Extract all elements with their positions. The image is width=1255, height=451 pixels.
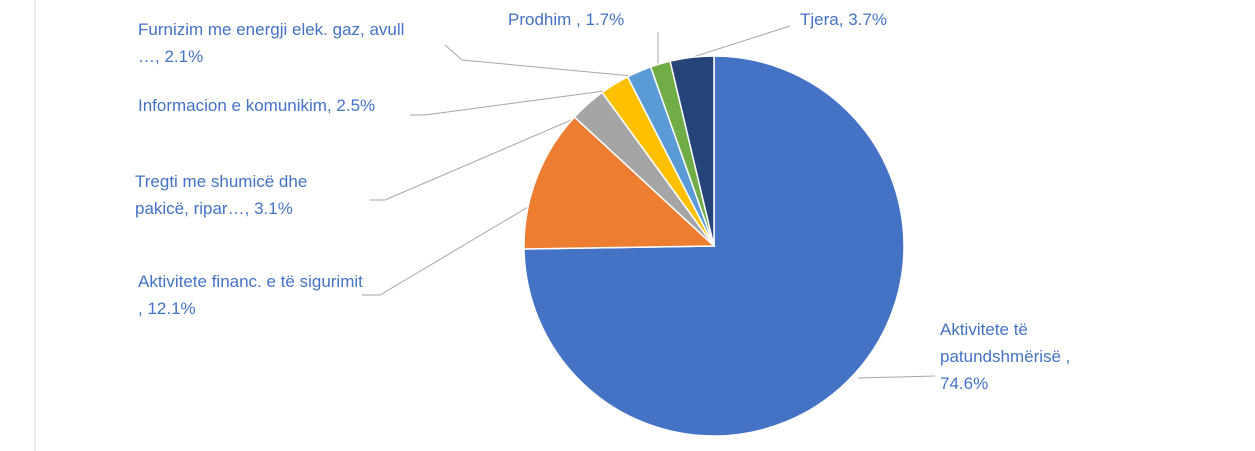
value-label: 2.1% <box>164 47 204 66</box>
data-label: Informacion e komunikim, 2.5% <box>138 92 418 119</box>
category-label: Aktivitete financ. e të sigurimit , <box>138 272 363 318</box>
category-label: Tregti me shumicë dhe pakicë, ripar…, <box>135 172 308 218</box>
leader-line <box>362 187 561 296</box>
data-label: Furnizim me energji elek. gaz, avull …, … <box>138 16 408 70</box>
pie <box>523 55 905 437</box>
data-label: Aktivitete financ. e të sigurimit , 12.1… <box>138 268 366 322</box>
category-label: Informacion e komunikim, <box>138 96 332 115</box>
value-label: 12.1% <box>147 299 196 318</box>
leader-line <box>370 111 591 201</box>
value-label: 74.6% <box>940 374 989 393</box>
pie-slice <box>523 115 716 250</box>
leader-line <box>444 44 633 77</box>
value-label: 2.5% <box>336 96 376 115</box>
value-label: 1.7% <box>585 10 625 29</box>
leader-line <box>689 25 791 59</box>
data-label: Tregti me shumicë dhe pakicë, ripar…, 3.… <box>135 168 350 222</box>
leader-line <box>410 89 613 116</box>
leader-line <box>857 375 936 379</box>
leader-lines <box>362 25 936 379</box>
category-label: Aktivitete të patundshmërisë , <box>940 320 1071 366</box>
category-label: Tjera, <box>800 10 844 29</box>
value-label: 3.1% <box>254 199 293 218</box>
category-label: Prodhim , <box>508 10 581 29</box>
data-label: Tjera, 3.7% <box>800 6 1000 33</box>
category-label: Furnizim me energji elek. gaz, avull …, <box>138 20 405 66</box>
value-label: 3.7% <box>848 10 887 29</box>
data-label: Prodhim , 1.7% <box>508 6 708 33</box>
pie-slice <box>669 55 715 247</box>
data-label: Aktivitete të patundshmërisë , 74.6% <box>940 316 1115 397</box>
